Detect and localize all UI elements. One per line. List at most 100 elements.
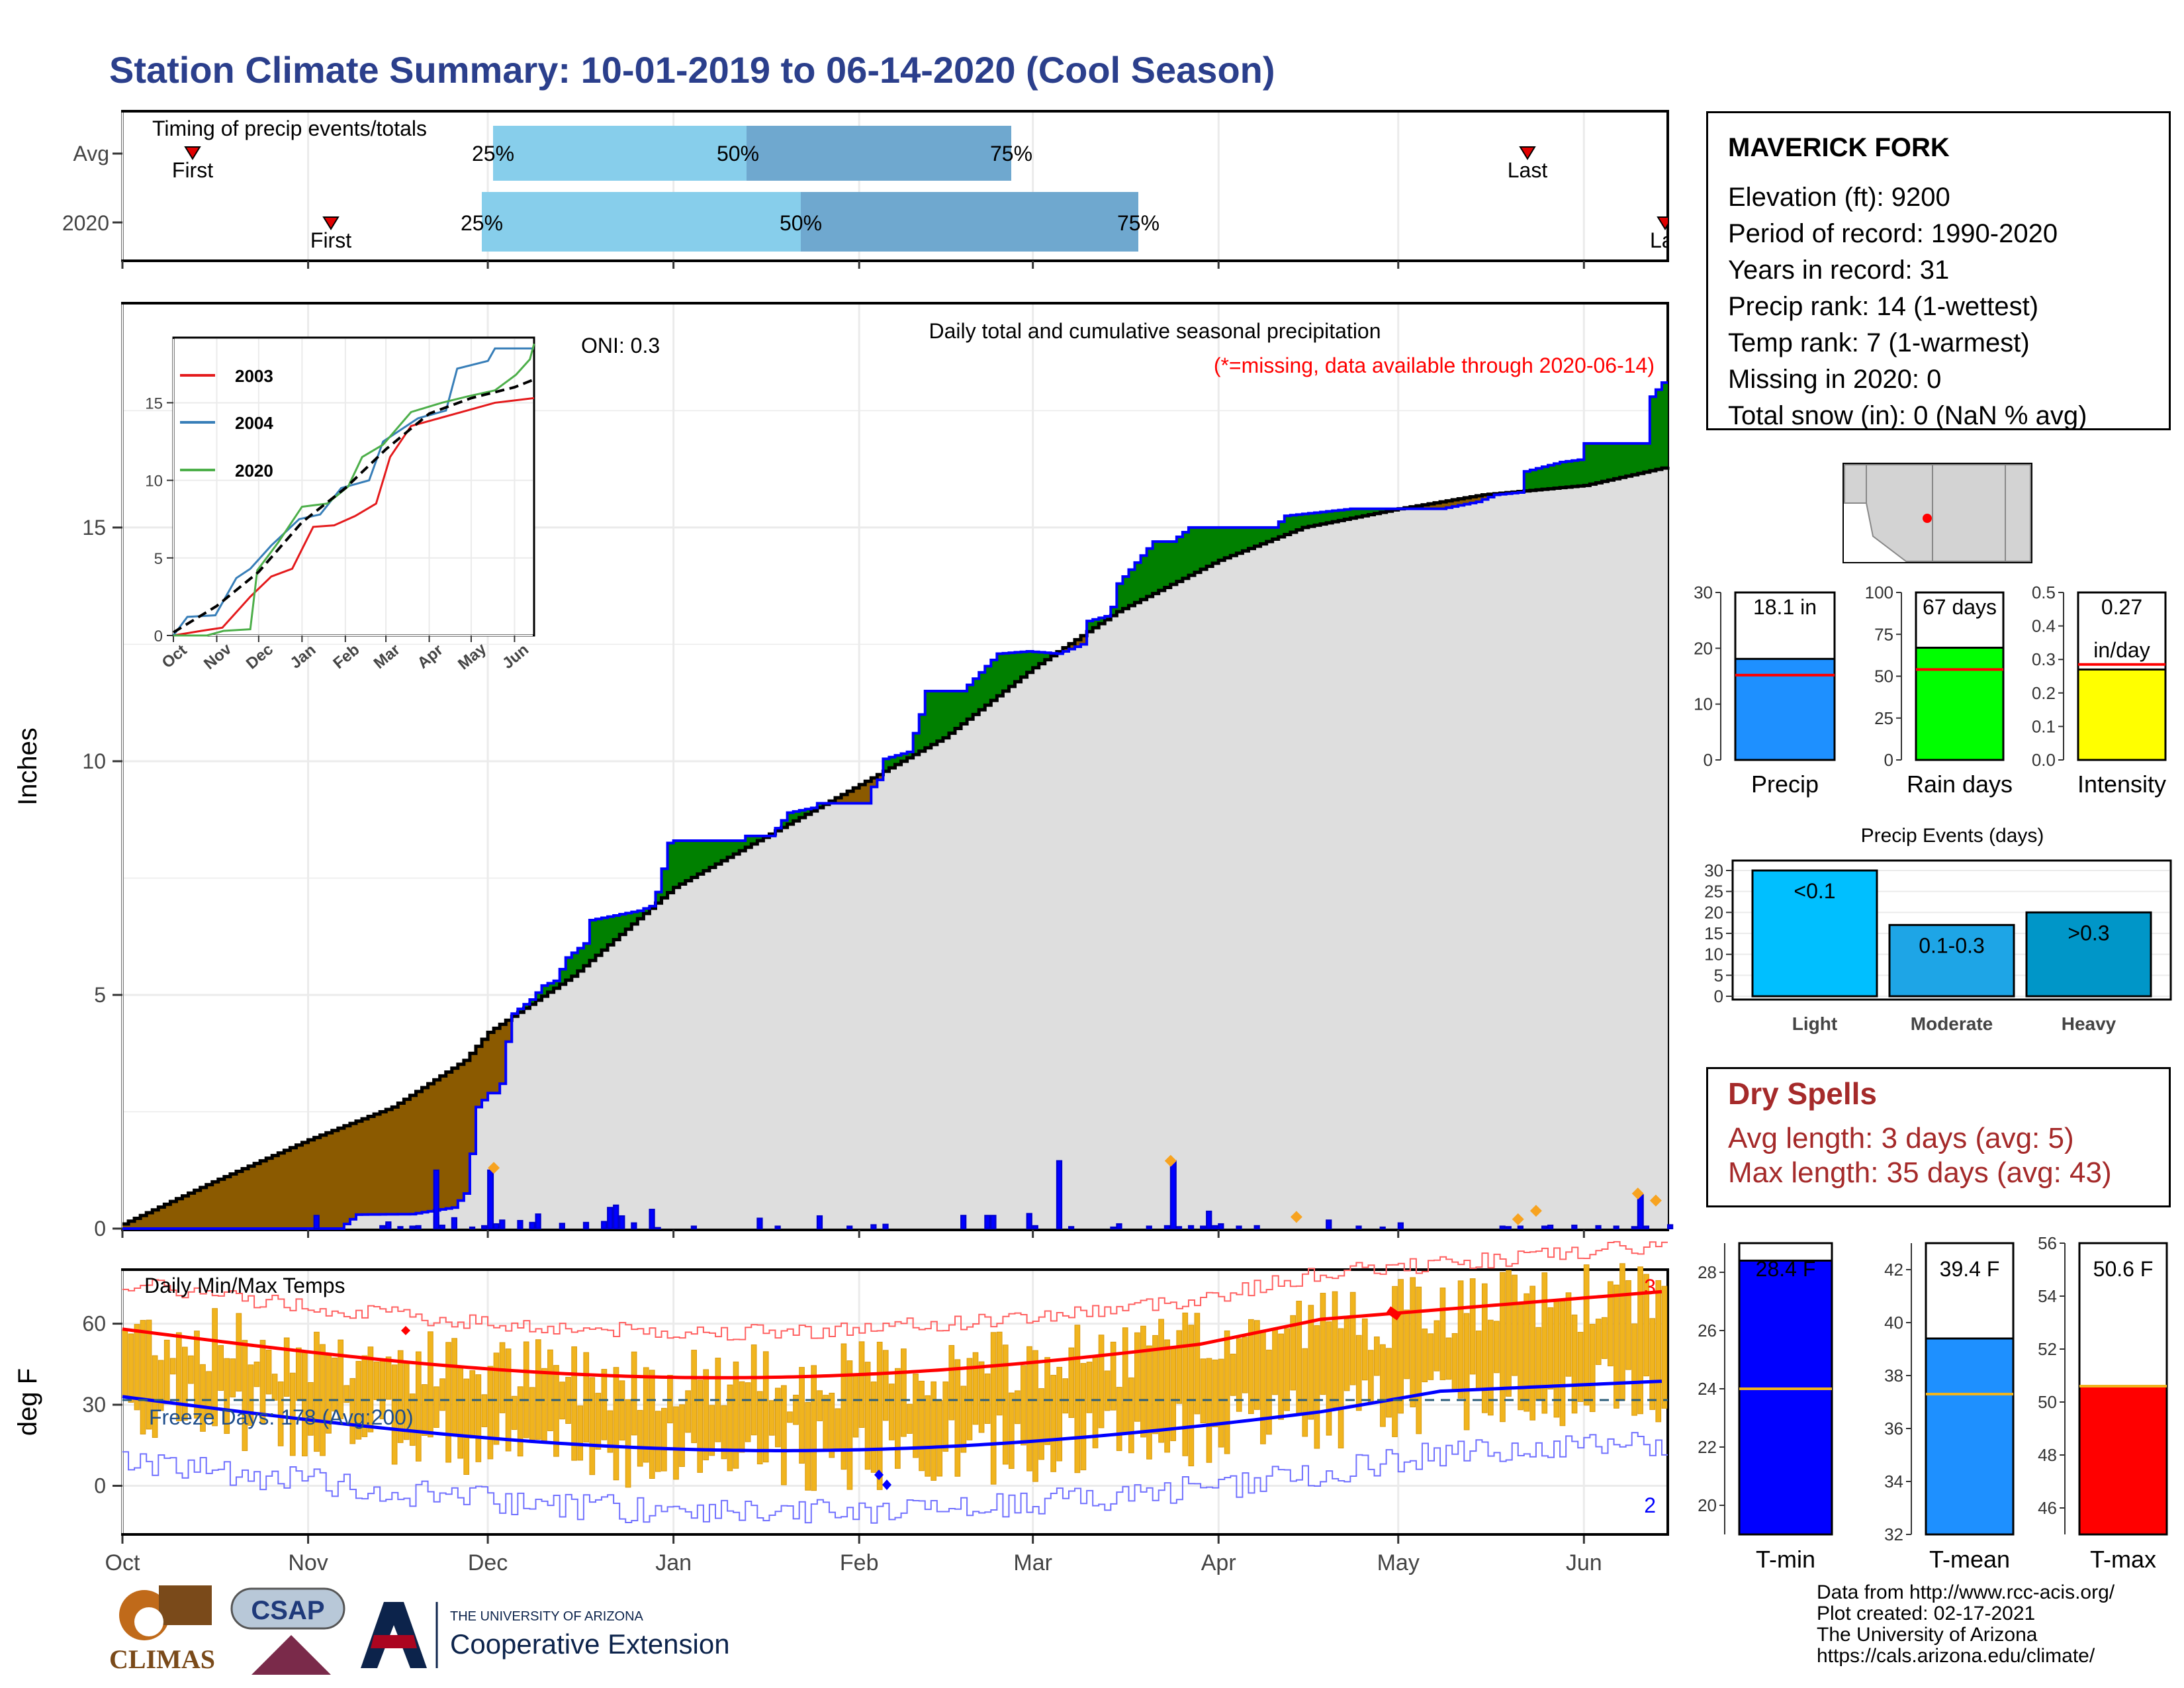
month-label: Oct: [105, 1550, 140, 1575]
daily-temp-bar: [733, 1361, 739, 1469]
daily-temp-bar: [1302, 1348, 1308, 1437]
daily-temp-bar: [1637, 1266, 1643, 1415]
daily-temp-bar: [1128, 1377, 1134, 1454]
summary-bar-tick-label: 20: [1694, 638, 1713, 658]
daily-temp-bar: [1260, 1330, 1266, 1444]
inset-line-2004: [172, 347, 534, 636]
daily-temp-bar: [972, 1352, 979, 1425]
daily-precip-bar: [493, 1223, 500, 1230]
temp-summary-tick-label: 42: [1884, 1260, 1903, 1280]
daily-temp-bar: [385, 1356, 392, 1400]
daily-temp-bar: [1200, 1358, 1206, 1423]
daily-temp-bar: [523, 1341, 529, 1438]
csap-logo-cloud: [230, 1587, 345, 1630]
dry-spells-title: Dry Spells: [1728, 1076, 1877, 1111]
dry-spells-avg: Avg length: 3 days (avg: 5): [1728, 1122, 2074, 1154]
timing-2020-p25: 25%: [461, 211, 503, 235]
daily-temp-bar: [188, 1355, 194, 1384]
daily-precip-bar: [415, 1225, 422, 1230]
daily-temp-bar: [1367, 1350, 1374, 1404]
temp-summary-tick-label: 32: [1884, 1524, 1903, 1544]
daily-temp-bar: [1092, 1355, 1099, 1448]
daily-temp-bar: [529, 1387, 535, 1441]
daily-temp-bar: [1601, 1317, 1608, 1359]
daily-temp-bar: [332, 1357, 338, 1412]
daily-temp-bar: [1457, 1280, 1464, 1399]
temp-summary-tick-label: 26: [1698, 1321, 1717, 1340]
summary-bar-fill: [1915, 646, 2005, 761]
daily-temp-bar: [439, 1378, 445, 1411]
daily-temp-bar: [367, 1346, 374, 1432]
daily-precip-bar: [631, 1222, 637, 1229]
summary-bar-tick-label: 25: [1874, 708, 1893, 728]
inset-line-2003: [173, 397, 535, 637]
daily-temp-bar: [841, 1343, 847, 1470]
daily-temp-bar: [756, 1391, 763, 1465]
daily-temp-bar: [163, 1339, 170, 1405]
daily-temp-bar: [134, 1324, 140, 1411]
summary-bar-value: 18.1 in: [1753, 595, 1817, 619]
daily-temp-bar: [295, 1347, 302, 1401]
daily-temp-bar: [679, 1404, 685, 1467]
daily-temp-bar: [960, 1385, 967, 1453]
daily-precip-bar: [601, 1221, 608, 1229]
daily-temp-bar: [864, 1362, 871, 1470]
tmax-avg-line: [122, 1289, 1662, 1380]
daily-precip-bar: [619, 1215, 625, 1230]
daily-temp-bar: [487, 1366, 494, 1460]
daily-temp-bar: [1038, 1388, 1044, 1460]
tmax-record-count: 3: [1644, 1275, 1656, 1299]
events-tick-label: 30: [1704, 861, 1723, 880]
credit-plot-created: Plot created: 02-17-2021: [1817, 1603, 2036, 1624]
daily-precip-bar: [1056, 1160, 1063, 1229]
daily-temp-bar: [338, 1339, 344, 1419]
daily-temp-bar: [535, 1339, 541, 1440]
daily-precip-bar: [313, 1215, 320, 1230]
location-map: [1843, 463, 2032, 563]
daily-temp-bar: [1565, 1292, 1572, 1377]
daily-temp-bar: [422, 1384, 428, 1436]
daily-temp-bar: [1625, 1280, 1631, 1370]
daily-temp-bar: [601, 1368, 608, 1440]
daily-temp-bar: [1021, 1365, 1026, 1446]
daily-temp-bar: [1008, 1392, 1015, 1469]
daily-temp-bar: [1481, 1283, 1488, 1413]
daily-temp-bar: [1475, 1331, 1482, 1389]
tmax-record-marker: [1386, 1306, 1402, 1321]
daily-temp-bar: [978, 1361, 985, 1433]
summary-bar-label: Rain days: [1907, 771, 2013, 798]
daily-temp-bar: [1242, 1336, 1248, 1393]
timing-avg-first-marker: [184, 146, 201, 160]
daily-temp-bar: [709, 1405, 715, 1456]
summary-bar-tick-label: 75: [1874, 624, 1893, 644]
daily-precip-bar: [1379, 1226, 1386, 1230]
daily-temp-bar: [1614, 1284, 1619, 1409]
temp-ytick-label: 30: [82, 1393, 106, 1417]
daily-temp-bar: [1649, 1318, 1656, 1410]
temp-summary-tick-label: 20: [1698, 1495, 1717, 1515]
daily-temp-bar: [768, 1400, 775, 1436]
tmin-avg-line: [122, 1380, 1662, 1452]
daily-temp-bar: [1404, 1309, 1410, 1380]
daily-temp-bar: [817, 1390, 823, 1421]
daily-temp-bar: [158, 1360, 164, 1411]
daily-temp-bar: [230, 1358, 236, 1397]
temp-summary-value: 50.6 F: [2093, 1257, 2154, 1281]
daily-temp-bar: [583, 1352, 590, 1443]
summary-bar-tick-label: 10: [1694, 694, 1713, 714]
temp-summary-tick-label: 50: [2038, 1392, 2057, 1412]
daily-temp-bar: [1308, 1305, 1314, 1420]
daily-temp-bar: [1320, 1293, 1326, 1395]
daily-temp-bar: [1002, 1344, 1009, 1465]
daily-precip-bar: [529, 1221, 535, 1229]
daily-precip-bar: [1547, 1225, 1554, 1230]
daily-temp-bar: [277, 1381, 284, 1446]
climas-logo: CLIMAS: [109, 1585, 215, 1674]
daily-precip-bar: [1613, 1225, 1619, 1230]
summary-bar-tick-label: 0.4: [2032, 616, 2056, 636]
daily-temp-bar: [577, 1405, 584, 1461]
map-neighbor-east: [2005, 464, 2031, 562]
station-snow: Total snow (in): 0 (NaN % avg): [1728, 401, 2087, 430]
month-label: Jun: [1566, 1550, 1602, 1575]
